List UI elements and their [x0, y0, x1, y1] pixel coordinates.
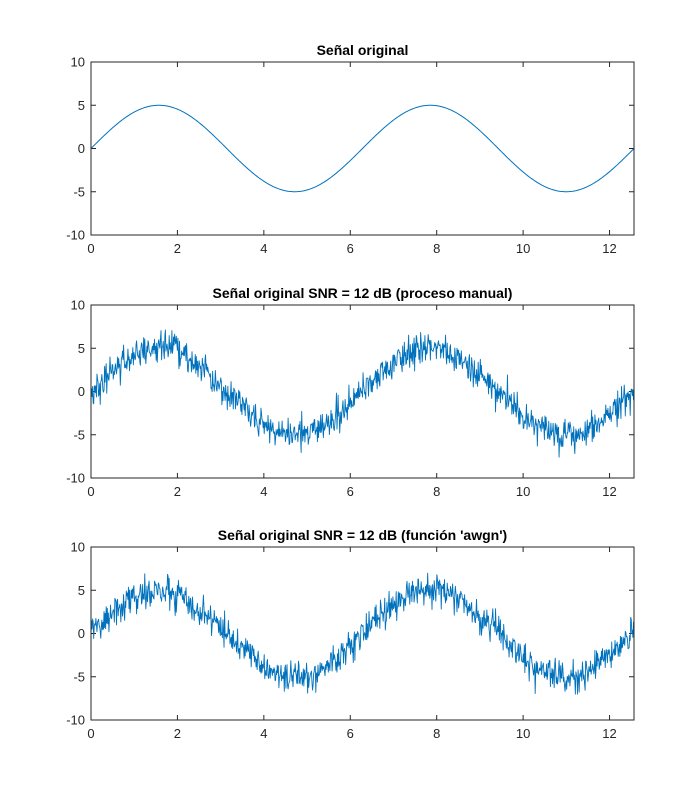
y-tick-label: 10	[71, 298, 85, 313]
axes-senal-snr-awgn: Señal original SNR = 12 dB (función 'awg…	[66, 527, 635, 741]
chart-title: Señal original	[317, 42, 409, 58]
x-tick-label: 10	[516, 241, 530, 256]
y-tick-label: 10	[71, 55, 85, 70]
y-tick-label: 5	[78, 583, 85, 598]
x-tick-label: 6	[347, 484, 354, 499]
y-tick-label: -5	[73, 669, 85, 684]
series-line	[90, 572, 635, 695]
x-tick-label: 8	[433, 726, 440, 741]
x-tick-label: 2	[174, 241, 181, 256]
y-tick-label: 0	[78, 141, 85, 156]
axes-senal-original: Señal original 0 2 4 6 8 10 12 10 5 0 -5 -10	[66, 42, 635, 256]
y-tick-label: -5	[73, 184, 85, 199]
x-tick-label: 4	[260, 726, 267, 741]
x-tick-label: 6	[347, 241, 354, 256]
x-tick-label: 4	[260, 484, 267, 499]
y-tick-label: -10	[66, 713, 85, 728]
y-tick-label: -5	[73, 427, 85, 442]
chart-title: Señal original SNR = 12 dB (función 'awg…	[218, 527, 507, 543]
x-tick-label: 4	[260, 241, 267, 256]
plot-border	[90, 61, 635, 236]
x-tick-label: 2	[174, 726, 181, 741]
x-tick-label: 6	[347, 726, 354, 741]
y-tick-label: 5	[78, 341, 85, 356]
x-tick-label: 0	[87, 241, 94, 256]
plot-border	[90, 304, 635, 479]
x-tick-label: 2	[174, 484, 181, 499]
y-tick-label: 10	[71, 540, 85, 555]
y-tick-label: -10	[66, 471, 85, 486]
x-tick-label: 12	[602, 484, 616, 499]
x-tick-label: 12	[602, 726, 616, 741]
y-tick-label: 0	[78, 384, 85, 399]
y-tick-label: 5	[78, 98, 85, 113]
y-tick-label: -10	[66, 228, 85, 243]
chart-title: Señal original SNR = 12 dB (proceso manu…	[213, 285, 513, 301]
y-tick-label: 0	[78, 626, 85, 641]
x-tick-label: 0	[87, 726, 94, 741]
x-tick-label: 8	[433, 484, 440, 499]
axes-senal-snr-manual: Señal original SNR = 12 dB (proceso manu…	[66, 285, 635, 499]
x-tick-label: 10	[516, 726, 530, 741]
x-tick-label: 8	[433, 241, 440, 256]
x-tick-label: 10	[516, 484, 530, 499]
x-tick-label: 12	[602, 241, 616, 256]
x-tick-label: 0	[87, 484, 94, 499]
series-line	[90, 329, 635, 458]
plot-border	[90, 546, 635, 721]
plot-area	[90, 546, 635, 721]
series-line	[90, 104, 635, 193]
